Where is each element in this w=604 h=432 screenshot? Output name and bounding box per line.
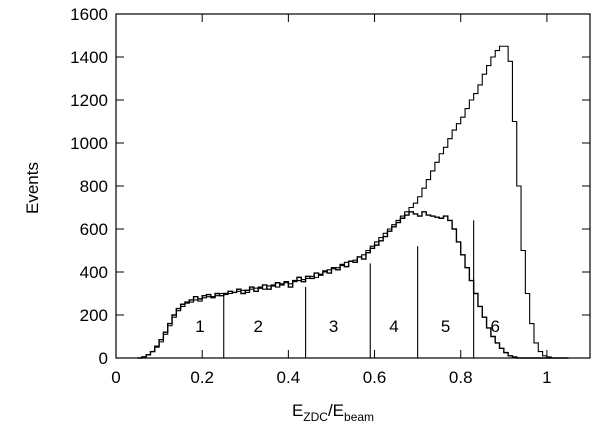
y-tick-label: 1000 bbox=[70, 134, 108, 153]
y-tick-label: 800 bbox=[80, 177, 108, 196]
x-tick-label: 0.8 bbox=[449, 368, 473, 387]
x-tick-label: 0.4 bbox=[277, 368, 301, 387]
x-axis-label-sub-beam: beam bbox=[344, 410, 374, 424]
region-label-3: 3 bbox=[329, 317, 338, 336]
region-label-5: 5 bbox=[441, 317, 450, 336]
x-axis-label-slash: /E bbox=[328, 401, 344, 420]
histogram-series-1 bbox=[137, 45, 569, 359]
region-label-2: 2 bbox=[253, 317, 262, 336]
y-tick-label: 600 bbox=[80, 220, 108, 239]
x-tick-label: 0.2 bbox=[190, 368, 214, 387]
y-tick-label: 400 bbox=[80, 263, 108, 282]
y-tick-label: 1600 bbox=[70, 5, 108, 24]
region-label-layer: 1 2 3 4 5 6 bbox=[195, 317, 500, 336]
y-tick-label: 200 bbox=[80, 306, 108, 325]
x-axis-label: EZDC/Ebeam bbox=[292, 401, 374, 424]
y-tick-label: 1200 bbox=[70, 91, 108, 110]
series-layer bbox=[137, 45, 569, 359]
histogram-series-2 bbox=[137, 211, 569, 359]
x-axis-label-sub-zdc: ZDC bbox=[303, 410, 328, 424]
tick-layer: 0 0.2 0.4 0.6 0.8 1 0 200 400 600 800 1000 1200 1400 1… bbox=[70, 5, 590, 387]
region-label-6: 6 bbox=[490, 317, 499, 336]
x-tick-label: 0 bbox=[111, 368, 120, 387]
x-tick-label: 1 bbox=[542, 368, 551, 387]
x-tick-label: 0.6 bbox=[363, 368, 387, 387]
region-label-4: 4 bbox=[389, 317, 398, 336]
divider-layer bbox=[223, 220, 475, 358]
y-tick-label: 0 bbox=[99, 349, 108, 368]
region-label-1: 1 bbox=[195, 317, 204, 336]
x-axis-label-main: E bbox=[292, 401, 303, 420]
y-axis-label: Events bbox=[23, 162, 42, 214]
y-tick-label: 1400 bbox=[70, 48, 108, 67]
